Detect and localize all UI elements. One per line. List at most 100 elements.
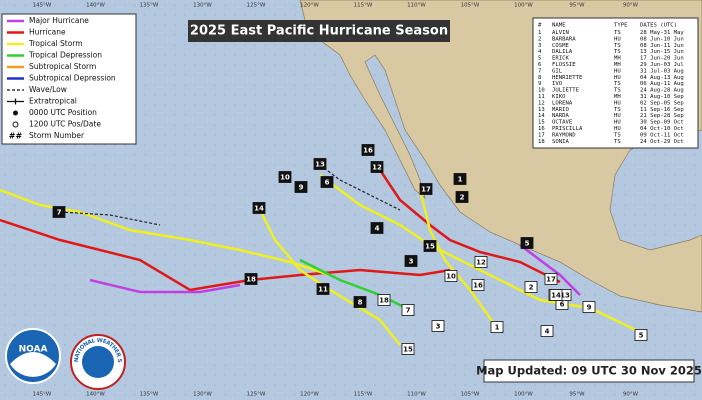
legend-label: Tropical Storm [28,39,83,48]
table-cell: TS [614,139,621,145]
longitude-label: 130°W [193,3,212,9]
storm-start-box [52,206,66,218]
storm-start-box [252,202,266,214]
storm-start-box [361,144,375,156]
table-cell: 08 Jun-11 Jun [640,43,684,49]
storm-end-box [444,270,458,282]
table-cell: 13 Jun-15 Jun [640,49,684,55]
table-cell: 2 [538,36,541,42]
storm-end-label: 5 [639,332,644,340]
legend-label: Hurricane [29,28,66,37]
storm-start-box [313,158,327,170]
table-cell: JULIETTE [552,88,580,94]
longitude-label: 95°W [569,3,585,9]
storm-end-label: 4 [545,328,550,336]
storm-start-label: 18 [246,276,256,284]
table-cell: HU [614,100,621,106]
table-cell: IVO [552,81,563,87]
table-cell: HU [614,75,621,81]
longitude-label: 115°W [354,3,373,9]
storm-end-label: 17 [546,276,556,284]
storm-end-label: 16 [473,282,483,290]
table-cell: 09 Oct-11 Oct [640,132,684,138]
storm-start-label: 10 [280,174,290,182]
longitude-label: 105°W [461,3,480,9]
longitude-label: 130°W [193,392,212,398]
table-cell: MH [614,94,621,100]
table-cell: RAYMOND [552,132,576,138]
storm-start-box [370,222,384,234]
storm-end-box [582,301,596,313]
longitude-label: 140°W [86,3,105,9]
table-cell: 5 [538,56,541,62]
storm-start-label: 3 [409,258,414,266]
table-cell: 1 [538,30,541,36]
table-cell: 31 Aug-10 Sep [640,94,684,100]
storm-start-label: 5 [525,240,530,248]
table-cell: 9 [538,81,541,87]
table-cell: TS [614,107,621,113]
storm-end-box [471,279,485,291]
longitude-label: 125°W [247,392,266,398]
table-cell: 6 [538,62,541,68]
table-cell: ALVIN [552,30,569,36]
table-cell: 24 Oct-29 Oct [640,139,684,145]
track [299,258,411,312]
storm-end-label: 18 [379,297,389,305]
track [319,174,641,334]
table-cell: DALILA [552,49,573,55]
storm-start-label: 8 [358,299,363,307]
legend-label: Subtropical Storm [29,62,96,71]
table-cell: 16 [538,126,545,132]
storm-start-label: 11 [318,286,328,294]
table-cell: 7 [538,68,541,74]
table-header: TYPE [614,23,628,29]
longitude-label: 105°W [461,392,480,398]
track [519,244,581,296]
longitude-label: 125°W [247,3,266,9]
storm-start-box [520,237,534,249]
table-box [532,17,699,149]
track [258,209,401,346]
table-cell: SONIA [552,139,569,145]
table-cell: TS [614,43,621,49]
longitude-label: 100°W [514,392,533,398]
storm-start-box [370,161,384,173]
table-cell: TS [614,81,621,87]
storm-end-box [549,289,563,301]
storm-start-label: 9 [299,184,304,192]
legend-label: Subtropical Depression [29,74,116,83]
table-cell: 3 [538,43,541,49]
title: 2025 East Pacific Hurricane Season [190,24,448,39]
table-cell: NARDA [552,113,569,119]
storm-start-label: 13 [315,161,325,169]
storm-start-label: 7 [57,209,62,217]
storm-end-box [490,321,504,333]
storm-start-box [320,176,334,188]
storm-end-label: 10 [446,273,456,281]
noaa-logo-wave [10,352,56,377]
table-cell: 02 Sep-05 Sep [640,100,684,106]
storm-end-box [401,343,415,355]
table-cell: 13 [538,107,545,113]
legend-label: 0000 UTC Position [29,108,97,117]
storm-start-label: 17 [421,186,431,194]
storm-end-box [431,320,445,332]
storm-end-box [544,273,558,285]
track [418,189,497,326]
storm-end-label: 13 [560,292,570,300]
table-header: NAME [552,23,566,29]
legend-label: Tropical Depression [28,51,102,60]
table-cell: HU [614,68,621,74]
legend-swatch [13,110,18,116]
noaa-logo-text: NOAA [19,345,48,355]
table-cell: HU [614,126,621,132]
storm-end-box [377,294,391,306]
longitude-label: 100°W [514,3,533,9]
storm-start-box [404,255,418,267]
table-cell: TS [614,88,621,94]
table-cell: HU [614,113,621,119]
table-cell: 11 Sep-16 Sep [640,107,684,113]
